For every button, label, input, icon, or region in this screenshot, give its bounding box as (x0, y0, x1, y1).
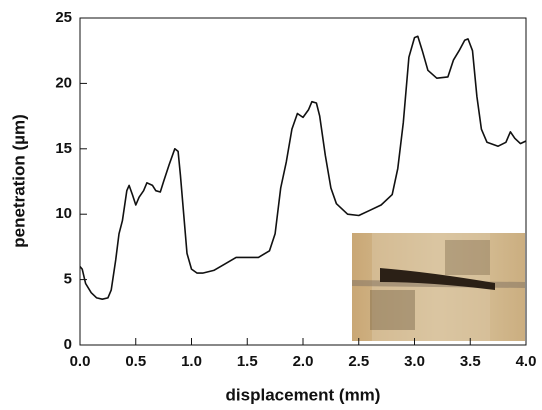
inset-photo (352, 233, 525, 341)
x-tick-label: 3.5 (460, 353, 481, 370)
data-line (79, 35, 527, 300)
x-axis-title: displacement (mm) (226, 385, 381, 404)
y-tick-label: 25 (55, 9, 72, 26)
y-tick-label: 5 (64, 271, 72, 288)
y-tick-label: 15 (55, 140, 72, 157)
y-tick-label: 10 (55, 205, 72, 222)
x-tick-label: 2.5 (348, 353, 369, 370)
y-tick-label: 20 (55, 74, 72, 91)
y-tick-label: 0 (64, 336, 72, 353)
x-tick-label: 0.5 (125, 353, 146, 370)
y-axis-title: penetration (µm) (9, 114, 28, 248)
x-tick-label: 2.0 (293, 353, 314, 370)
x-tick-label: 1.0 (181, 353, 202, 370)
x-tick-label: 1.5 (237, 353, 258, 370)
x-tick-label: 3.0 (404, 353, 425, 370)
x-tick-label: 4.0 (516, 353, 537, 370)
x-tick-label: 0.0 (70, 353, 91, 370)
